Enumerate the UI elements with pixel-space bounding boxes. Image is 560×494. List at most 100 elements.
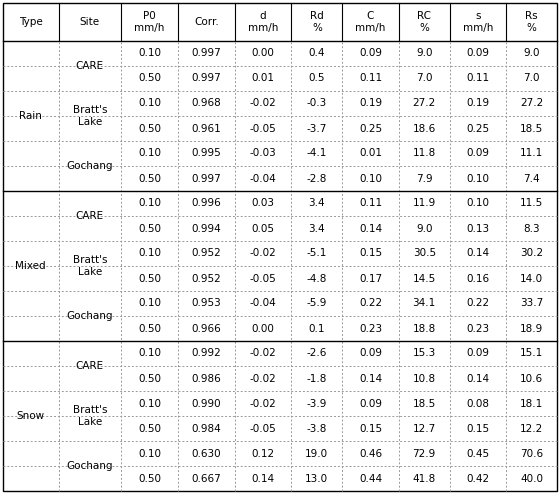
Text: -3.7: -3.7 bbox=[307, 124, 327, 133]
Text: 0.50: 0.50 bbox=[138, 74, 161, 83]
Text: 18.5: 18.5 bbox=[520, 124, 543, 133]
Text: 0.630: 0.630 bbox=[192, 449, 221, 458]
Text: 0.23: 0.23 bbox=[466, 324, 489, 333]
Text: 27.2: 27.2 bbox=[520, 98, 543, 109]
Text: 0.01: 0.01 bbox=[359, 149, 382, 159]
Text: 0.11: 0.11 bbox=[466, 74, 489, 83]
Text: -4.8: -4.8 bbox=[307, 274, 327, 284]
Text: Gochang: Gochang bbox=[67, 461, 113, 471]
Text: 0.12: 0.12 bbox=[251, 449, 274, 458]
Text: 0.44: 0.44 bbox=[359, 474, 382, 484]
Text: 0.01: 0.01 bbox=[251, 74, 274, 83]
Text: 10.6: 10.6 bbox=[520, 373, 543, 383]
Text: 0.996: 0.996 bbox=[192, 199, 221, 208]
Text: -0.04: -0.04 bbox=[250, 173, 277, 183]
Text: 0.961: 0.961 bbox=[192, 124, 221, 133]
Text: 0.5: 0.5 bbox=[309, 74, 325, 83]
Text: CARE: CARE bbox=[76, 211, 104, 221]
Text: 0.14: 0.14 bbox=[359, 373, 382, 383]
Text: -0.03: -0.03 bbox=[250, 149, 277, 159]
Text: 0.50: 0.50 bbox=[138, 373, 161, 383]
Text: Type: Type bbox=[19, 17, 43, 27]
Text: 0.10: 0.10 bbox=[138, 348, 161, 359]
Text: RC
%: RC % bbox=[417, 11, 431, 33]
Text: Bratt's
Lake: Bratt's Lake bbox=[73, 105, 107, 127]
Text: -2.6: -2.6 bbox=[307, 348, 327, 359]
Text: 15.3: 15.3 bbox=[413, 348, 436, 359]
Text: 0.10: 0.10 bbox=[138, 449, 161, 458]
Text: 0.994: 0.994 bbox=[192, 223, 221, 234]
Text: -0.05: -0.05 bbox=[250, 423, 277, 434]
Text: 0.10: 0.10 bbox=[466, 173, 489, 183]
Text: 72.9: 72.9 bbox=[413, 449, 436, 458]
Text: 0.966: 0.966 bbox=[192, 324, 221, 333]
Text: 18.9: 18.9 bbox=[520, 324, 543, 333]
Text: 0.10: 0.10 bbox=[138, 199, 161, 208]
Text: 11.8: 11.8 bbox=[413, 149, 436, 159]
Text: 0.09: 0.09 bbox=[359, 399, 382, 409]
Text: 0.995: 0.995 bbox=[192, 149, 221, 159]
Text: 70.6: 70.6 bbox=[520, 449, 543, 458]
Text: 7.0: 7.0 bbox=[524, 74, 540, 83]
Text: 0.10: 0.10 bbox=[359, 173, 382, 183]
Text: C
mm/h: C mm/h bbox=[356, 11, 386, 33]
Text: 14.5: 14.5 bbox=[413, 274, 436, 284]
Text: -0.02: -0.02 bbox=[250, 348, 277, 359]
Text: -3.8: -3.8 bbox=[307, 423, 327, 434]
Text: 14.0: 14.0 bbox=[520, 274, 543, 284]
Text: -3.9: -3.9 bbox=[307, 399, 327, 409]
Text: Mixed: Mixed bbox=[16, 261, 46, 271]
Text: 18.6: 18.6 bbox=[413, 124, 436, 133]
Text: -1.8: -1.8 bbox=[307, 373, 327, 383]
Text: -5.1: -5.1 bbox=[307, 248, 327, 258]
Text: 0.00: 0.00 bbox=[251, 324, 274, 333]
Text: -2.8: -2.8 bbox=[307, 173, 327, 183]
Text: 0.05: 0.05 bbox=[251, 223, 274, 234]
Text: 0.952: 0.952 bbox=[192, 248, 221, 258]
Text: 0.16: 0.16 bbox=[466, 274, 489, 284]
Text: 0.1: 0.1 bbox=[309, 324, 325, 333]
Text: 0.25: 0.25 bbox=[466, 124, 489, 133]
Text: 0.09: 0.09 bbox=[466, 348, 489, 359]
Text: 0.997: 0.997 bbox=[192, 173, 221, 183]
Text: Bratt's
Lake: Bratt's Lake bbox=[73, 405, 107, 427]
Text: 0.992: 0.992 bbox=[192, 348, 221, 359]
Text: 11.5: 11.5 bbox=[520, 199, 543, 208]
Text: 0.03: 0.03 bbox=[251, 199, 274, 208]
Text: Corr.: Corr. bbox=[194, 17, 219, 27]
Text: 0.00: 0.00 bbox=[251, 48, 274, 58]
Text: 0.22: 0.22 bbox=[359, 298, 382, 308]
Text: 0.19: 0.19 bbox=[359, 98, 382, 109]
Text: 10.8: 10.8 bbox=[413, 373, 436, 383]
Text: 15.1: 15.1 bbox=[520, 348, 543, 359]
Text: 0.952: 0.952 bbox=[192, 274, 221, 284]
Text: 0.50: 0.50 bbox=[138, 274, 161, 284]
Text: 33.7: 33.7 bbox=[520, 298, 543, 308]
Text: 30.5: 30.5 bbox=[413, 248, 436, 258]
Text: 18.1: 18.1 bbox=[520, 399, 543, 409]
Text: 0.19: 0.19 bbox=[466, 98, 489, 109]
Text: -0.04: -0.04 bbox=[250, 298, 277, 308]
Text: 27.2: 27.2 bbox=[413, 98, 436, 109]
Text: 0.4: 0.4 bbox=[309, 48, 325, 58]
Text: Bratt's
Lake: Bratt's Lake bbox=[73, 255, 107, 277]
Text: 12.2: 12.2 bbox=[520, 423, 543, 434]
Text: 0.984: 0.984 bbox=[192, 423, 221, 434]
Text: 11.9: 11.9 bbox=[413, 199, 436, 208]
Text: 0.997: 0.997 bbox=[192, 74, 221, 83]
Text: 0.46: 0.46 bbox=[359, 449, 382, 458]
Text: 0.45: 0.45 bbox=[466, 449, 489, 458]
Text: 9.0: 9.0 bbox=[524, 48, 540, 58]
Text: -0.02: -0.02 bbox=[250, 98, 277, 109]
Text: 0.14: 0.14 bbox=[466, 373, 489, 383]
Text: CARE: CARE bbox=[76, 61, 104, 71]
Text: 0.50: 0.50 bbox=[138, 324, 161, 333]
Text: 0.08: 0.08 bbox=[466, 399, 489, 409]
Text: 0.986: 0.986 bbox=[192, 373, 221, 383]
Text: 0.15: 0.15 bbox=[359, 423, 382, 434]
Text: 0.953: 0.953 bbox=[192, 298, 221, 308]
Text: 7.4: 7.4 bbox=[524, 173, 540, 183]
Text: P0
mm/h: P0 mm/h bbox=[134, 11, 165, 33]
Text: 0.25: 0.25 bbox=[359, 124, 382, 133]
Text: Gochang: Gochang bbox=[67, 161, 113, 171]
